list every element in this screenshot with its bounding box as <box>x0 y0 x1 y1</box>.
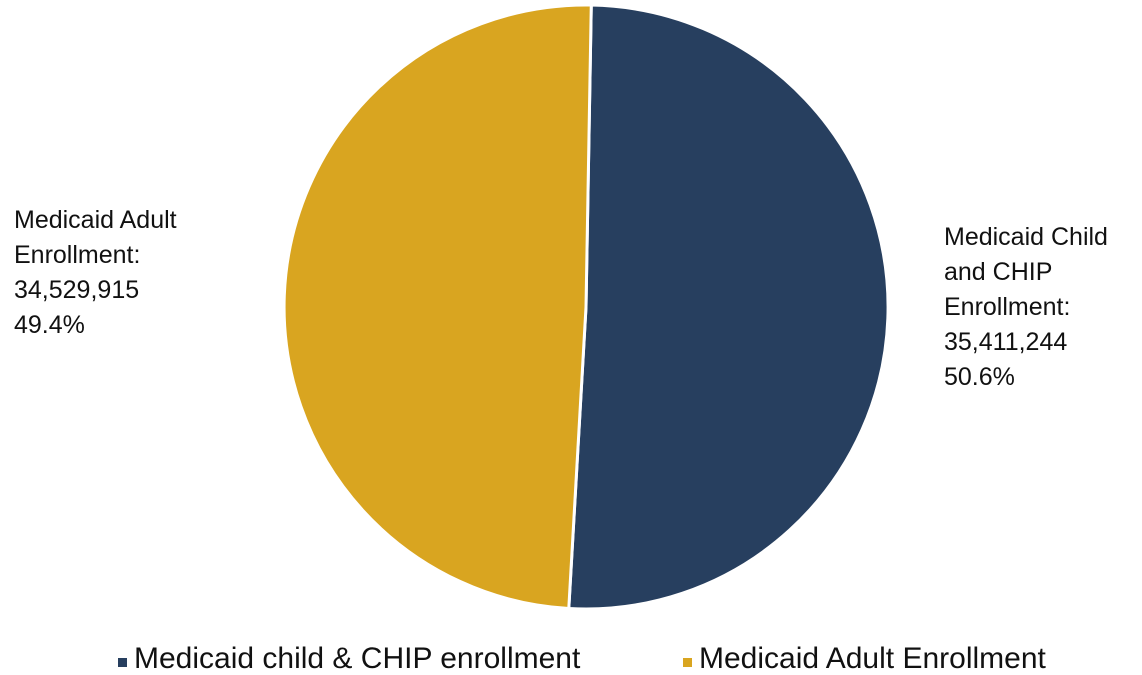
data-label-percent: 49.4% <box>14 311 85 339</box>
data-label-line: Enrollment: <box>14 241 141 269</box>
data-label-value: 35,411,244 <box>944 328 1068 356</box>
data-label-value: 34,529,915 <box>14 276 140 304</box>
legend-swatch <box>683 658 692 667</box>
data-label-line: Medicaid Child <box>944 223 1108 251</box>
data-label-medicaid-adult: Medicaid Adult Enrollment: 34,529,915 49… <box>14 203 177 343</box>
data-label-percent: 50.6% <box>944 363 1015 391</box>
data-label-line: Medicaid Adult <box>14 206 177 234</box>
data-label-line: Enrollment: <box>944 293 1071 321</box>
legend-swatch <box>118 658 127 667</box>
pie-slice-medicaid-adult <box>282 3 593 611</box>
pie-slice-medicaid-child-chip <box>567 3 890 611</box>
legend-label: Medicaid child & CHIP enrollment <box>134 642 581 675</box>
chart-legend: Medicaid child & CHIP enrollment Medicai… <box>0 643 1142 675</box>
data-label-medicaid-child-chip: Medicaid Child and CHIP Enrollment: 35,4… <box>944 220 1108 395</box>
legend-label: Medicaid Adult Enrollment <box>699 642 1046 675</box>
data-label-line: and CHIP <box>944 258 1053 286</box>
